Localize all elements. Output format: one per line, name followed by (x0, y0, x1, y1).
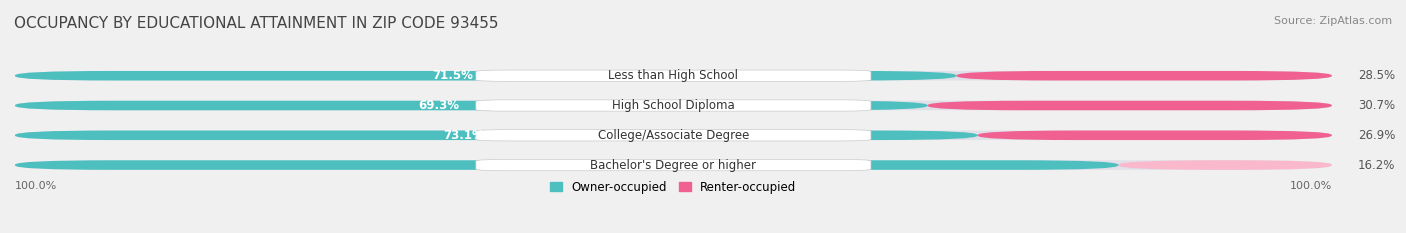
Text: OCCUPANCY BY EDUCATIONAL ATTAINMENT IN ZIP CODE 93455: OCCUPANCY BY EDUCATIONAL ATTAINMENT IN Z… (14, 16, 499, 31)
Text: High School Diploma: High School Diploma (612, 99, 735, 112)
Text: 16.2%: 16.2% (1358, 159, 1396, 171)
FancyBboxPatch shape (977, 130, 1331, 140)
FancyBboxPatch shape (475, 130, 870, 141)
Text: Source: ZipAtlas.com: Source: ZipAtlas.com (1274, 16, 1392, 26)
FancyBboxPatch shape (15, 71, 1331, 80)
Text: 28.5%: 28.5% (1358, 69, 1395, 82)
Text: Less than High School: Less than High School (609, 69, 738, 82)
Text: 69.3%: 69.3% (418, 99, 458, 112)
FancyBboxPatch shape (15, 130, 1331, 140)
Text: 83.8%: 83.8% (513, 159, 554, 171)
FancyBboxPatch shape (15, 160, 1119, 170)
FancyBboxPatch shape (15, 101, 1331, 110)
Text: 71.5%: 71.5% (433, 69, 474, 82)
FancyBboxPatch shape (15, 160, 1331, 170)
Text: College/Associate Degree: College/Associate Degree (598, 129, 749, 142)
FancyBboxPatch shape (475, 70, 870, 81)
Text: 73.1%: 73.1% (443, 129, 484, 142)
FancyBboxPatch shape (15, 71, 956, 80)
Text: 100.0%: 100.0% (1289, 182, 1331, 192)
FancyBboxPatch shape (956, 71, 1331, 80)
Text: Bachelor's Degree or higher: Bachelor's Degree or higher (591, 159, 756, 171)
FancyBboxPatch shape (475, 159, 870, 171)
Legend: Owner-occupied, Renter-occupied: Owner-occupied, Renter-occupied (546, 176, 801, 199)
FancyBboxPatch shape (475, 100, 870, 111)
FancyBboxPatch shape (15, 130, 977, 140)
FancyBboxPatch shape (928, 101, 1331, 110)
Text: 26.9%: 26.9% (1358, 129, 1396, 142)
Text: 100.0%: 100.0% (15, 182, 58, 192)
Text: 30.7%: 30.7% (1358, 99, 1395, 112)
FancyBboxPatch shape (15, 101, 928, 110)
FancyBboxPatch shape (1119, 160, 1331, 170)
